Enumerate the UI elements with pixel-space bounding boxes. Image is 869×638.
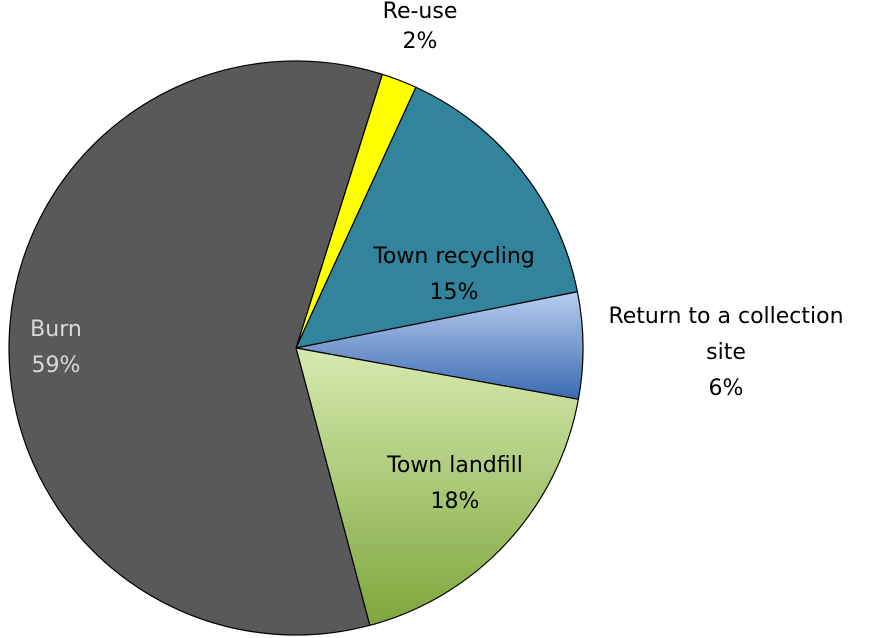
data-label-town-landfill: Town landfill 18% xyxy=(386,453,523,514)
slice-label-text: Burn xyxy=(30,317,82,342)
slice-label-text: site xyxy=(706,340,746,365)
slice-value-text: 18% xyxy=(431,489,480,514)
slice-value-text: 6% xyxy=(709,376,744,401)
slice-value-text: 59% xyxy=(32,353,81,378)
slice-label-text: Re-use xyxy=(383,0,458,24)
data-label-re-use: Re-use 2% xyxy=(383,0,458,54)
pie-slice-town-recycling xyxy=(295,86,579,349)
pie-slice-town-landfill xyxy=(295,347,579,626)
pie-labels: Re-use 2% Town recycling 15% Return to a col… xyxy=(30,0,843,514)
data-label-burn: Burn 59% xyxy=(30,317,82,378)
slice-label-text: Town recycling xyxy=(372,244,535,269)
data-label-return-to-a-collection-site: Return to a collection site 6% xyxy=(608,304,843,401)
slice-label-text: Return to a collection xyxy=(608,304,843,329)
slice-label-text: Town landfill xyxy=(386,453,523,478)
data-label-town-recycling: Town recycling 15% xyxy=(372,244,535,305)
pie-slice-burn xyxy=(8,60,383,636)
pie-slices xyxy=(8,60,584,636)
slice-value-text: 15% xyxy=(430,280,479,305)
slice-value-text: 2% xyxy=(403,29,438,54)
